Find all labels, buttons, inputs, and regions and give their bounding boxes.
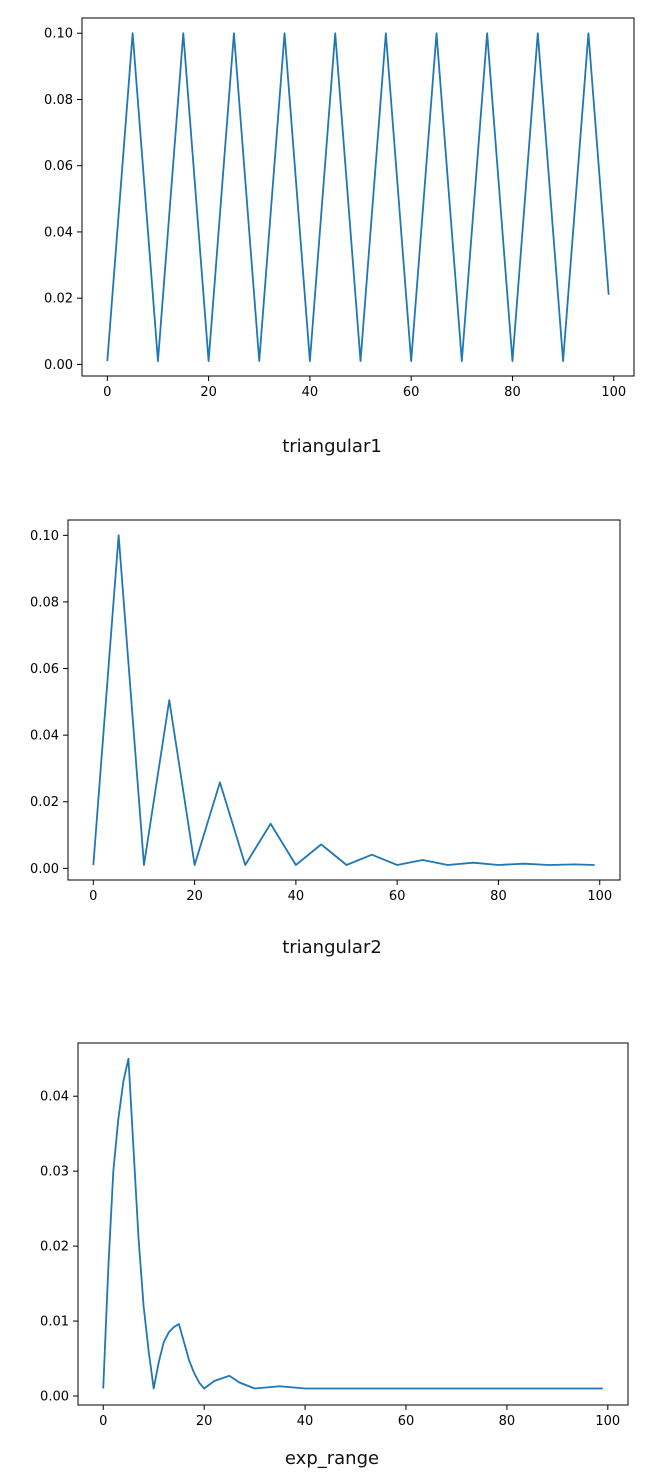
x-tick-label: 80 xyxy=(490,889,507,904)
y-tick-label: 0.04 xyxy=(30,729,59,744)
x-tick-label: 80 xyxy=(504,385,521,400)
x-tick-label: 80 xyxy=(499,1414,516,1429)
y-tick-label: 0.08 xyxy=(30,595,59,610)
y-tick-label: 0.00 xyxy=(30,862,59,877)
y-tick-label: 0.00 xyxy=(40,1390,69,1405)
y-tick-label: 0.04 xyxy=(40,1090,69,1105)
chart-caption-triangular2: triangular2 xyxy=(282,937,382,958)
y-tick-label: 0.10 xyxy=(30,529,59,544)
y-tick-label: 0.02 xyxy=(30,795,59,810)
x-tick-label: 40 xyxy=(297,1414,314,1429)
y-tick-label: 0.04 xyxy=(44,225,73,240)
x-tick-label: 100 xyxy=(601,385,626,400)
x-tick-label: 40 xyxy=(288,889,305,904)
plot-frame xyxy=(77,1042,629,1406)
x-tick-label: 100 xyxy=(595,1414,620,1429)
x-tick-label: 60 xyxy=(389,889,406,904)
chart-triangular2: 0 20 40 60 80 100 0.00 0.02 0.04 0.06 0.08 0.10 xyxy=(30,519,621,904)
x-tick-label: 0 xyxy=(99,1414,107,1429)
plot-frame xyxy=(81,17,635,377)
y-tick-label: 0.02 xyxy=(40,1240,69,1255)
x-tick-label: 60 xyxy=(403,385,420,400)
x-tick-label: 20 xyxy=(186,889,203,904)
series-line xyxy=(92,534,595,866)
y-tick-label: 0.06 xyxy=(30,662,59,677)
chart-caption-triangular1: triangular1 xyxy=(282,436,382,457)
y-tick-label: 0.02 xyxy=(44,292,73,307)
x-tick-label: 20 xyxy=(200,385,217,400)
y-tick-label: 0.08 xyxy=(44,93,73,108)
x-tick-label: 40 xyxy=(302,385,319,400)
y-tick-label: 0.06 xyxy=(44,159,73,174)
chart-exp-range: 0 20 40 60 80 100 0.00 0.01 0.02 0.03 0.04 xyxy=(40,1042,629,1429)
series-line xyxy=(106,32,610,363)
chart-caption-exp-range: exp_range xyxy=(284,1448,380,1469)
y-tick-label: 0.00 xyxy=(44,358,73,373)
series-line xyxy=(102,1057,603,1390)
y-tick-label: 0.03 xyxy=(40,1165,69,1180)
y-tick-label: 0.01 xyxy=(40,1315,69,1330)
chart-triangular1: 0 20 40 60 80 100 0.00 0.02 0.04 0.06 0.08 0.10 xyxy=(44,17,635,400)
x-tick-label: 0 xyxy=(89,889,97,904)
x-tick-label: 60 xyxy=(398,1414,415,1429)
x-tick-label: 20 xyxy=(196,1414,213,1429)
plot-frame xyxy=(67,519,621,881)
x-tick-label: 0 xyxy=(103,385,111,400)
x-tick-label: 100 xyxy=(587,889,612,904)
y-tick-label: 0.10 xyxy=(44,27,73,42)
